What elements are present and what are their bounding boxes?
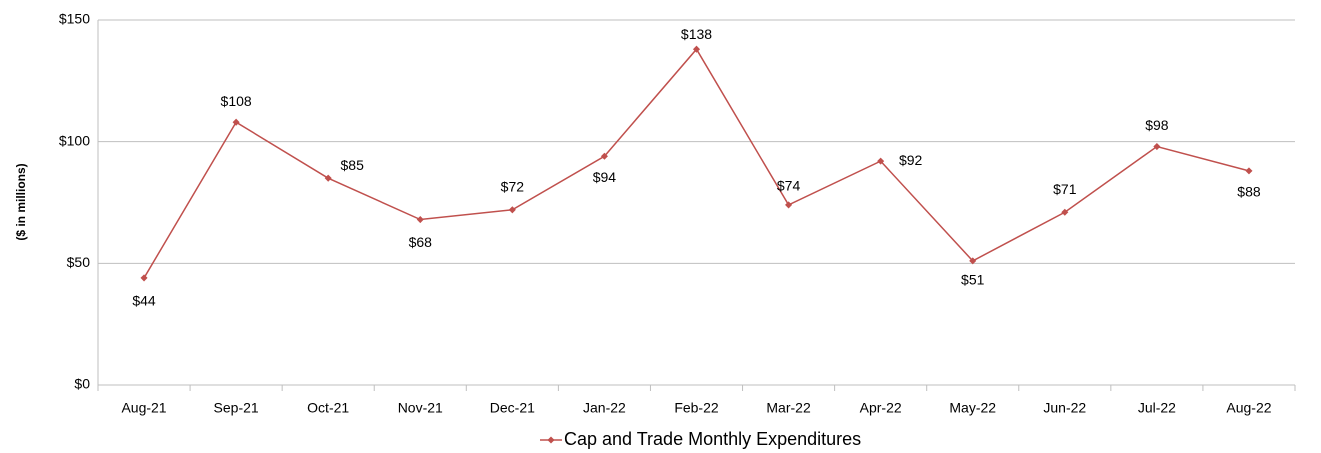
data-point (692, 45, 701, 53)
y-tick-label: $0 (74, 376, 90, 392)
x-tick-label: Sep-21 (214, 400, 259, 416)
x-tick-label: Jul-22 (1138, 400, 1176, 416)
x-tick-label: Aug-21 (121, 400, 166, 416)
data-point (232, 118, 240, 126)
data-label: $68 (409, 234, 433, 250)
data-label: $92 (899, 152, 923, 168)
data-point (508, 206, 516, 214)
data-label: $71 (1053, 181, 1077, 197)
x-tick-label: Aug-22 (1226, 400, 1271, 416)
data-label: $94 (593, 169, 617, 185)
legend-label: Cap and Trade Monthly Expenditures (564, 429, 861, 449)
data-label: $98 (1145, 117, 1169, 133)
y-tick-label: $150 (59, 11, 90, 27)
y-tick-label: $50 (67, 254, 91, 270)
data-label: $72 (501, 179, 525, 195)
data-point (416, 215, 424, 224)
x-tick-label: Jan-22 (583, 400, 626, 416)
x-tick-label: Feb-22 (674, 400, 719, 416)
data-point (785, 201, 793, 209)
data-label: $108 (221, 93, 252, 109)
data-point (1245, 167, 1253, 175)
data-point (600, 152, 608, 160)
data-label: $44 (132, 293, 156, 309)
x-tick-label: May-22 (949, 400, 996, 416)
y-tick-label: $100 (59, 132, 90, 148)
data-label: $85 (341, 157, 365, 173)
x-tick-label: Apr-22 (860, 400, 902, 416)
data-point (877, 157, 885, 165)
y-axis-label: ($ in millions) (14, 163, 28, 240)
x-tick-label: Nov-21 (398, 400, 443, 416)
series-line (143, 47, 1250, 279)
data-label: $74 (777, 178, 801, 194)
data-point (969, 257, 977, 265)
x-tick-label: Mar-22 (766, 400, 811, 416)
data-point (140, 274, 148, 282)
x-tick-label: Oct-21 (307, 400, 349, 416)
legend-marker (547, 436, 555, 444)
data-label: $51 (961, 272, 985, 288)
x-tick-label: Dec-21 (490, 400, 535, 416)
data-label: $138 (681, 26, 712, 42)
data-point (324, 174, 332, 182)
x-tick-label: Jun-22 (1043, 400, 1086, 416)
data-label: $88 (1237, 184, 1261, 200)
